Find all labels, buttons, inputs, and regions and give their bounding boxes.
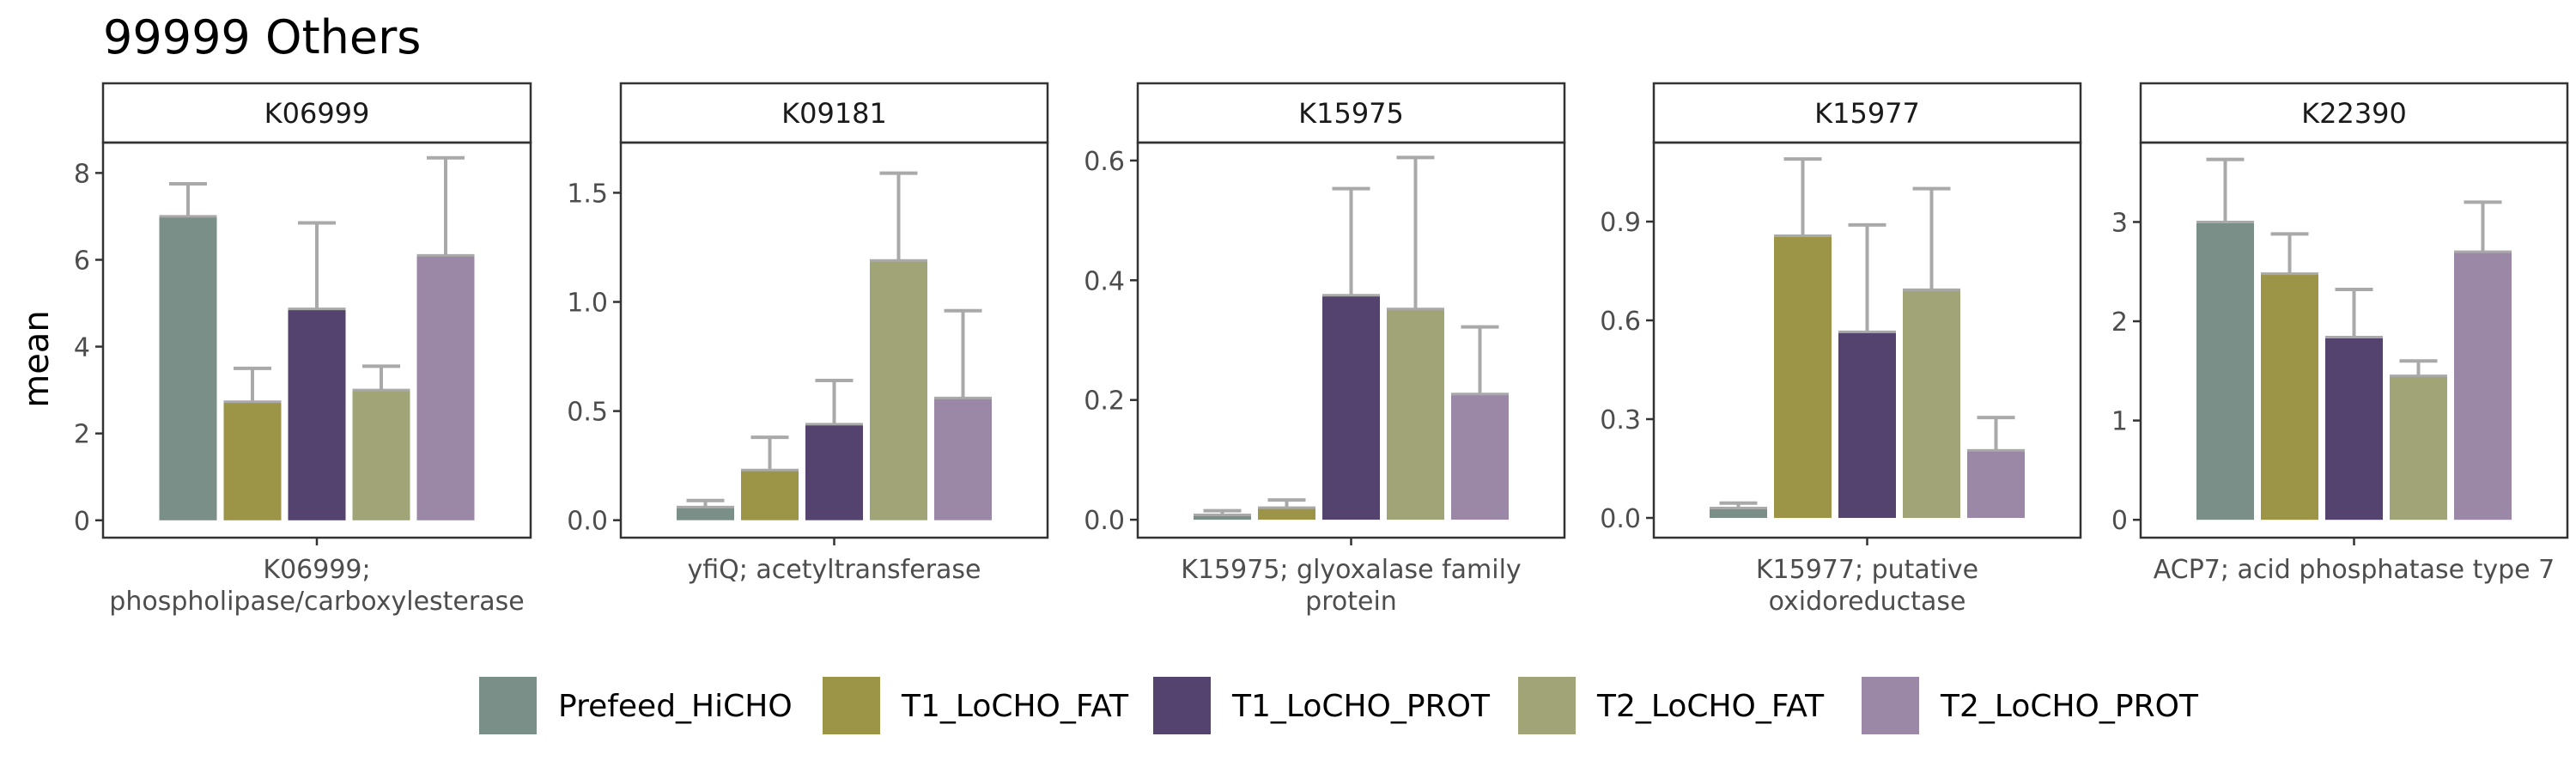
bar-prefeed-hicho bbox=[2196, 222, 2254, 520]
panel-k15977: K15977 0.0 0.3 0.6 0.9 K15977; putativeoxidor… bbox=[1600, 82, 2082, 617]
y-tick-label: 1.5 bbox=[567, 179, 608, 209]
bar-t2-locho-prot bbox=[1967, 450, 2025, 518]
y-tick-label: 6 bbox=[74, 246, 90, 276]
bar-t2-locho-fat bbox=[870, 260, 927, 520]
facet-strip bbox=[1136, 82, 1566, 144]
bar-t1-locho-prot bbox=[1322, 295, 1380, 520]
bar-t2-locho-fat bbox=[2390, 375, 2447, 520]
facet-strip-label: K15975 bbox=[1298, 97, 1404, 130]
y-tick-label: 8 bbox=[74, 159, 90, 189]
y-axis-label: mean bbox=[17, 310, 57, 407]
legend-item-t1-locho-prot: T1_LoCHO_PROT bbox=[1153, 677, 1491, 734]
legend-item-t1-locho-fat: T1_LoCHO_FAT bbox=[823, 677, 1129, 734]
bar-t1-locho-fat bbox=[741, 470, 799, 520]
y-tick-label: 3 bbox=[2111, 208, 2128, 238]
x-category-label: yfiQ; acetyltransferase bbox=[687, 555, 981, 585]
legend-swatch bbox=[1862, 677, 1919, 734]
y-tick-label: 2 bbox=[74, 420, 90, 450]
y-tick-label: 2 bbox=[2111, 307, 2128, 338]
legend-label: Prefeed_HiCHO bbox=[558, 689, 793, 724]
y-tick-label: 0 bbox=[2111, 506, 2128, 536]
y-tick-label: 4 bbox=[74, 333, 90, 363]
y-tick-label: 1 bbox=[2111, 407, 2128, 437]
facet-strip-label: K06999 bbox=[264, 97, 370, 130]
legend-label: T2_LoCHO_FAT bbox=[1596, 689, 1825, 724]
legend-label: T1_LoCHO_FAT bbox=[901, 689, 1129, 724]
x-category-label: protein bbox=[1305, 587, 1397, 617]
bar-t2-locho-prot bbox=[1451, 393, 1509, 520]
bar-t2-locho-fat bbox=[352, 390, 410, 520]
x-category-label: oxidoreductase bbox=[1769, 587, 1966, 617]
y-tick-label: 0.3 bbox=[1600, 405, 1641, 435]
facet-strip-label: K09181 bbox=[781, 97, 887, 130]
y-tick-label: 0.0 bbox=[1084, 506, 1125, 536]
bar-t1-locho-prot bbox=[1838, 332, 1896, 518]
bar-t1-locho-fat bbox=[2261, 273, 2318, 520]
panel-k15975: K15975 0.0 0.2 0.4 0.6 K15975; glyoxalase fam… bbox=[1084, 82, 1566, 617]
legend-item-t2-locho-fat: T2_LoCHO_FAT bbox=[1518, 677, 1825, 734]
y-tick-label: 0.5 bbox=[567, 398, 608, 428]
bar-t2-locho-fat bbox=[1387, 308, 1444, 520]
legend-swatch bbox=[1153, 677, 1211, 734]
y-tick-label: 0.0 bbox=[567, 507, 608, 537]
panel-k22390: K22390 0 1 2 3 ACP7; acid phosphatase type 7 bbox=[2111, 82, 2569, 585]
legend-label: T1_LoCHO_PROT bbox=[1231, 689, 1491, 724]
facet-strip-label: K15977 bbox=[1814, 97, 1920, 130]
legend-swatch bbox=[1518, 677, 1576, 734]
y-tick-label: 0.2 bbox=[1084, 386, 1125, 417]
bar-t1-locho-prot bbox=[805, 423, 863, 520]
legend-swatch bbox=[823, 677, 880, 734]
bar-t1-locho-prot bbox=[288, 308, 346, 520]
bar-t1-locho-fat bbox=[1774, 235, 1832, 518]
legend-item-t2-locho-prot: T2_LoCHO_PROT bbox=[1862, 677, 2199, 734]
bar-prefeed-hicho bbox=[677, 507, 734, 520]
y-tick-label: 1.0 bbox=[567, 289, 608, 319]
bar-t2-locho-prot bbox=[934, 398, 992, 520]
legend: Prefeed_HiCHO T1_LoCHO_FAT T1_LoCHO_PROT T2… bbox=[479, 677, 2199, 734]
bar-t2-locho-prot bbox=[416, 255, 475, 520]
legend-item-prefeed-hicho: Prefeed_HiCHO bbox=[479, 677, 793, 734]
facet-strip-label: K22390 bbox=[2301, 97, 2407, 130]
facet-strip bbox=[619, 82, 1049, 144]
bar-t1-locho-fat bbox=[1258, 508, 1315, 520]
x-category-label: K15977; putative bbox=[1756, 555, 1978, 585]
chart-title: 99999 Others bbox=[103, 10, 421, 64]
y-tick-label: 0.4 bbox=[1084, 266, 1125, 296]
legend-label: T2_LoCHO_PROT bbox=[1940, 689, 2199, 724]
y-tick-label: 0 bbox=[74, 507, 90, 537]
x-category-label: ACP7; acid phosphatase type 7 bbox=[2154, 555, 2555, 585]
bar-prefeed-hicho bbox=[1194, 514, 1251, 520]
bar-prefeed-hicho bbox=[159, 216, 217, 520]
y-tick-label: 0.0 bbox=[1600, 504, 1641, 534]
bar-prefeed-hicho bbox=[1710, 508, 1767, 518]
y-tick-label: 0.9 bbox=[1600, 208, 1641, 238]
facet-strip bbox=[1652, 82, 2082, 144]
bar-t2-locho-prot bbox=[2454, 252, 2512, 520]
y-tick-label: 0.6 bbox=[1600, 307, 1641, 337]
facet-strip bbox=[101, 82, 532, 144]
legend-swatch bbox=[479, 677, 537, 734]
panel-k09181: K09181 0.0 0.5 1.0 1.5 yfiQ; acetyltransferas… bbox=[567, 82, 1049, 585]
y-tick-label: 0.6 bbox=[1084, 147, 1125, 177]
x-category-label: K15975; glyoxalase family bbox=[1181, 555, 1521, 585]
x-category-label: K06999; bbox=[263, 555, 370, 585]
bar-t1-locho-prot bbox=[2325, 337, 2383, 520]
bar-t2-locho-fat bbox=[1903, 289, 1960, 518]
bar-t1-locho-fat bbox=[223, 401, 282, 520]
x-category-label: phospholipase/carboxylesterase bbox=[109, 587, 524, 617]
chart-panels: K06999 0 2 4 6 8 K06999;phospholipase/carboxyl… bbox=[74, 82, 2569, 617]
panel-k06999: K06999 0 2 4 6 8 K06999;phospholipase/carboxyl… bbox=[74, 82, 532, 617]
